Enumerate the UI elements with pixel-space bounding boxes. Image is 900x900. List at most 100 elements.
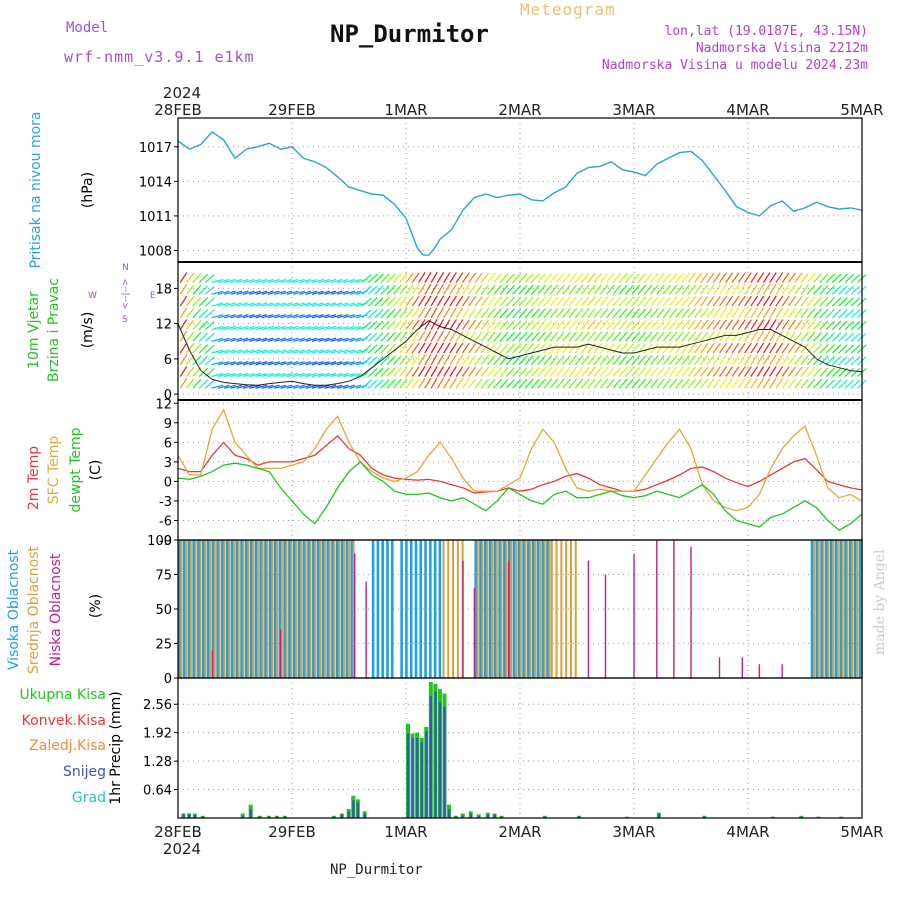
wind-barb-637 (574, 296, 584, 307)
wind-barb-206 (305, 314, 318, 319)
wind-barb-943 (769, 342, 777, 354)
wind-barb-641 (581, 366, 590, 377)
time-tick-top-4: 3MAR (612, 101, 655, 119)
wind-barb-897 (737, 295, 746, 307)
wind-barb-96 (236, 314, 249, 319)
cloud-mid-bar-136 (822, 540, 825, 678)
wind-barb-171 (286, 372, 299, 378)
wind-barb-974 (787, 331, 797, 342)
wind-barb-70 (224, 384, 236, 389)
wind-barb-937 (762, 295, 771, 307)
time-tick-bottom-3: 2MAR (498, 823, 541, 841)
wind-barb-119 (249, 278, 261, 284)
wind-barb-990 (800, 378, 809, 389)
wind-barb-900 (744, 378, 752, 389)
wind-barb-478 (474, 284, 483, 295)
wind-barb-187 (292, 302, 305, 307)
wind-barb-312 (374, 355, 384, 366)
wind-barb-493 (487, 343, 496, 354)
wind-barb-141 (267, 372, 280, 378)
wind-barb-797 (675, 296, 684, 307)
wind-barb-1031 (825, 367, 835, 377)
compass-w: W (88, 291, 97, 301)
wind-barb-620 (568, 378, 578, 389)
wind-barb-705 (618, 320, 628, 330)
wind-barb-495 (487, 319, 496, 330)
wind-barb-50 (211, 384, 224, 389)
wind-barb-325 (380, 320, 390, 330)
wind-barb-987 (794, 296, 803, 307)
wind-barb-262 (343, 361, 356, 366)
wind-barb-162 (280, 361, 293, 366)
wind-barb-813 (687, 343, 697, 354)
wind-barb-228 (318, 290, 330, 295)
wind-barb-458 (461, 284, 470, 295)
wind-barb-527 (505, 296, 515, 307)
cloud-high-bar-54 (307, 540, 310, 678)
cloud-high-bar-68 (340, 540, 344, 678)
wind-barb-166 (280, 314, 293, 319)
wind-barb-953 (775, 342, 784, 354)
wind-barb-424 (443, 330, 451, 342)
wind-barb-819 (687, 272, 697, 283)
wind-barb-1025 (819, 320, 829, 330)
wind-barb-818 (687, 284, 697, 295)
wind-barb-349 (393, 273, 402, 283)
wind-barb-248 (330, 290, 343, 295)
wind-barb-949 (769, 272, 777, 283)
wind-barb-796 (675, 308, 684, 319)
cloud-high-bar-80 (405, 540, 408, 678)
wind-barb-759 (650, 272, 659, 283)
precip-snow-bar-14 (356, 802, 360, 818)
wind-barb-16 (186, 307, 195, 319)
wind-barb-836 (700, 307, 709, 319)
wind-barb-267 (343, 302, 356, 307)
time-tick-bottom-0: 28FEB (154, 823, 201, 841)
wind-barb-411 (436, 365, 445, 377)
wind-barb-390 (424, 377, 432, 389)
cloud-mid-bar-120 (538, 540, 541, 678)
wind-barb-564 (530, 331, 540, 342)
wind-barb-1057 (838, 297, 848, 307)
ytick-label-temperature-2: -3 (159, 495, 172, 510)
wind-barb-837 (700, 296, 709, 307)
wind-barb-1011 (813, 367, 823, 377)
wind-barb-274 (349, 337, 362, 342)
wind-barb-1022 (819, 355, 829, 366)
wind-barb-905 (744, 319, 752, 330)
wind-barb-9 (179, 272, 188, 283)
wind-barb-730 (637, 378, 647, 389)
wind-barb-322 (380, 355, 390, 366)
cloud-mid-bar-112 (519, 540, 522, 678)
wind-barb-777 (662, 296, 672, 307)
wind-barb-196 (299, 314, 312, 319)
wind-barb-721 (631, 367, 641, 377)
wind-barb-727 (631, 296, 641, 307)
wind-barb-1018 (813, 284, 823, 295)
wind-barb-738 (637, 284, 647, 295)
wind-barb-453 (461, 342, 470, 354)
wind-barb-944 (769, 330, 777, 342)
wind-barb-639 (574, 272, 584, 283)
wind-barb-852 (712, 354, 721, 366)
wind-barb-575 (537, 320, 546, 330)
wind-barb-825 (693, 319, 703, 330)
wind-barb-500 (493, 378, 503, 389)
wind-barb-179 (286, 278, 299, 284)
wind-barb-589 (543, 272, 553, 283)
wind-barb-633 (574, 343, 584, 354)
wind-barb-242 (330, 361, 343, 366)
wind-barb-569 (530, 273, 540, 283)
wind-barb-340 (393, 378, 402, 389)
wind-barb-536 (512, 308, 522, 319)
wind-barb-307 (367, 297, 378, 307)
wind-barb-479 (474, 272, 483, 283)
wind-barb-1061 (844, 367, 855, 377)
wind-barb-55 (211, 325, 224, 331)
cloud-mid-bar-122 (543, 540, 546, 678)
wind-barb-666 (593, 308, 603, 319)
cloud-mid-bar-29 (247, 540, 250, 678)
wind-barb-354 (399, 331, 408, 342)
wind-barb-34 (198, 332, 209, 342)
wind-barb-646 (581, 308, 590, 319)
